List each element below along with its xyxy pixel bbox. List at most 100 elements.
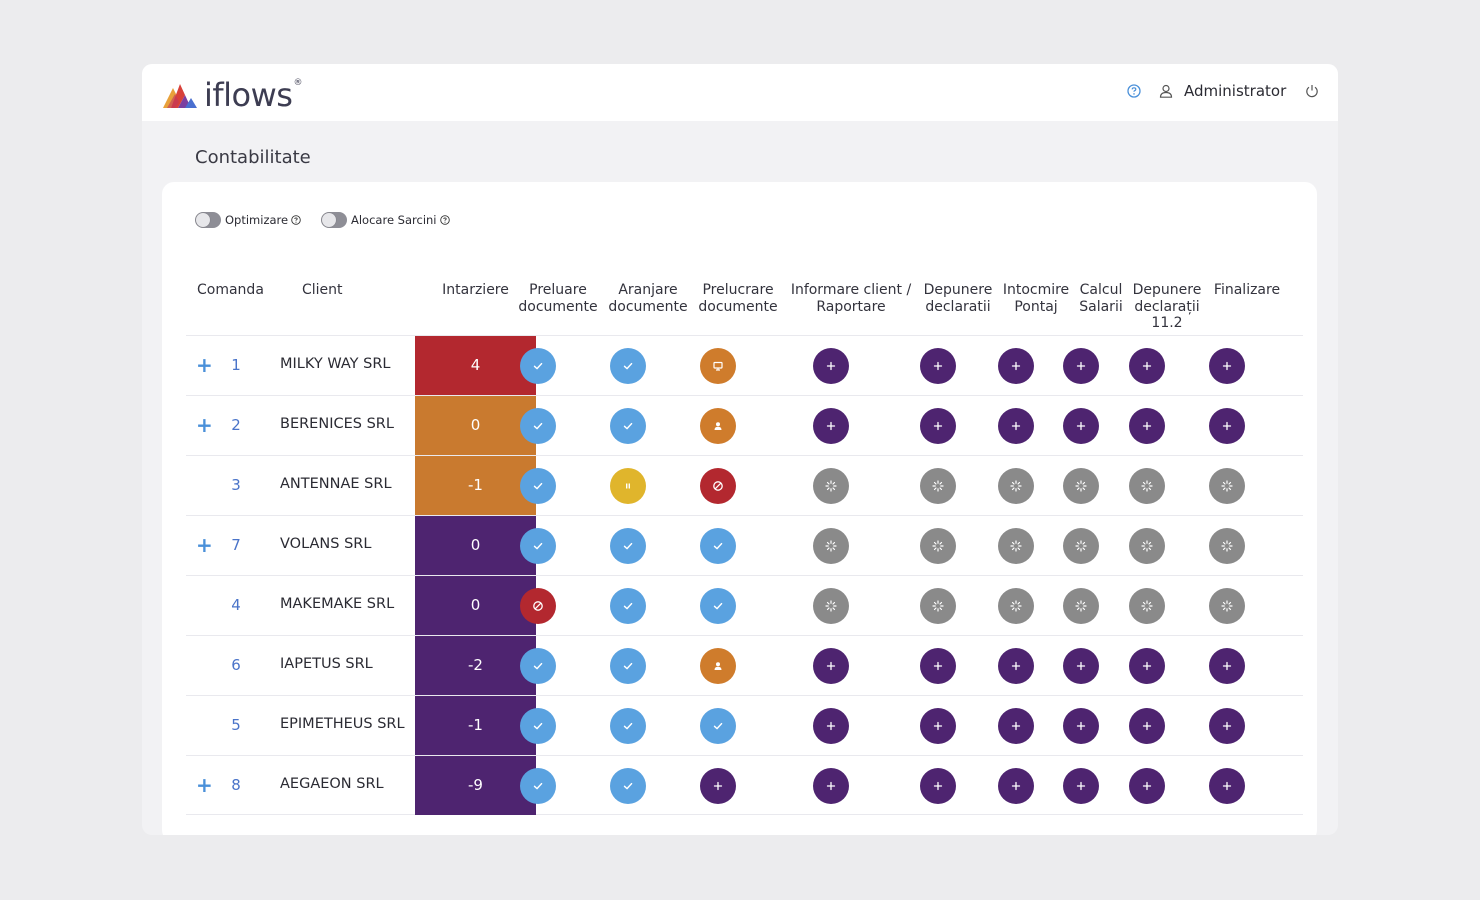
- step-status-spinner-icon[interactable]: [1063, 468, 1099, 504]
- step-status-plus-icon[interactable]: [1209, 768, 1245, 804]
- step-status-plus-icon[interactable]: [920, 648, 956, 684]
- step-status-desktop-icon[interactable]: [700, 348, 736, 384]
- step-status-check-icon[interactable]: [520, 468, 556, 504]
- step-status-check-icon[interactable]: [700, 528, 736, 564]
- step-status-spinner-icon[interactable]: [1129, 468, 1165, 504]
- step-status-plus-icon[interactable]: [1063, 708, 1099, 744]
- optimizare-switch[interactable]: [195, 212, 221, 228]
- step-status-blocked-icon[interactable]: [700, 468, 736, 504]
- step-status-plus-icon[interactable]: [700, 768, 736, 804]
- alocare-sarcini-switch[interactable]: [321, 212, 347, 228]
- step-status-spinner-icon[interactable]: [998, 588, 1034, 624]
- step-status-plus-icon[interactable]: [1129, 648, 1165, 684]
- step-status-check-icon[interactable]: [610, 588, 646, 624]
- order-number[interactable]: 1: [231, 356, 241, 374]
- step-status-plus-icon[interactable]: [1209, 648, 1245, 684]
- step-status-plus-icon[interactable]: [1129, 408, 1165, 444]
- step-status-blocked-icon[interactable]: [520, 588, 556, 624]
- order-number[interactable]: 6: [231, 656, 241, 674]
- step-status-plus-icon[interactable]: [813, 348, 849, 384]
- step-status-plus-icon[interactable]: [813, 648, 849, 684]
- column-header-step[interactable]: Calcul Salarii: [1079, 282, 1123, 315]
- step-status-plus-icon[interactable]: [1209, 708, 1245, 744]
- step-status-plus-icon[interactable]: [1129, 768, 1165, 804]
- step-status-spinner-icon[interactable]: [813, 468, 849, 504]
- step-status-spinner-icon[interactable]: [1129, 528, 1165, 564]
- step-status-plus-icon[interactable]: [1063, 648, 1099, 684]
- step-status-check-icon[interactable]: [520, 528, 556, 564]
- order-number[interactable]: 8: [231, 776, 241, 794]
- step-status-plus-icon[interactable]: [1129, 708, 1165, 744]
- step-status-plus-icon[interactable]: [1063, 408, 1099, 444]
- step-status-check-icon[interactable]: [610, 648, 646, 684]
- step-status-spinner-icon[interactable]: [1209, 468, 1245, 504]
- power-icon[interactable]: [1305, 84, 1319, 98]
- column-header-step[interactable]: Prelucrare documente: [698, 282, 778, 315]
- step-status-check-icon[interactable]: [610, 408, 646, 444]
- step-status-check-icon[interactable]: [520, 708, 556, 744]
- step-status-check-icon[interactable]: [610, 768, 646, 804]
- step-status-plus-icon[interactable]: [1063, 348, 1099, 384]
- column-header-step[interactable]: Finalizare: [1213, 282, 1281, 298]
- step-status-plus-icon[interactable]: [813, 408, 849, 444]
- step-status-spinner-icon[interactable]: [920, 468, 956, 504]
- step-status-plus-icon[interactable]: [998, 648, 1034, 684]
- toggle-alocare-sarcini[interactable]: Alocare Sarcini: [321, 212, 450, 228]
- toggle-optimizare[interactable]: Optimizare: [195, 212, 301, 228]
- step-status-check-icon[interactable]: [520, 768, 556, 804]
- expand-row-button[interactable]: +: [196, 413, 213, 437]
- brand-logo[interactable]: iflows ®: [163, 78, 302, 111]
- expand-row-button[interactable]: +: [196, 353, 213, 377]
- step-status-spinner-icon[interactable]: [1209, 528, 1245, 564]
- step-status-check-icon[interactable]: [610, 348, 646, 384]
- column-header-step[interactable]: Depunere declarații 11.2: [1132, 282, 1202, 331]
- column-header-step[interactable]: Depunere declaratii: [923, 282, 993, 315]
- step-status-spinner-icon[interactable]: [920, 588, 956, 624]
- step-status-check-icon[interactable]: [520, 348, 556, 384]
- table-row[interactable]: +8 AEGAEON SRL -9: [186, 755, 1303, 815]
- step-status-plus-icon[interactable]: [1209, 348, 1245, 384]
- step-status-plus-icon[interactable]: [1129, 348, 1165, 384]
- step-status-spinner-icon[interactable]: [1129, 588, 1165, 624]
- user-name[interactable]: Administrator: [1184, 82, 1287, 100]
- step-status-spinner-icon[interactable]: [813, 588, 849, 624]
- step-status-check-icon[interactable]: [520, 648, 556, 684]
- order-number[interactable]: 3: [231, 476, 241, 494]
- table-row[interactable]: +7 VOLANS SRL 0: [186, 515, 1303, 575]
- table-row[interactable]: 4 MAKEMAKE SRL 0: [186, 575, 1303, 635]
- step-status-check-icon[interactable]: [610, 708, 646, 744]
- step-status-spinner-icon[interactable]: [920, 528, 956, 564]
- step-status-person-icon[interactable]: [700, 648, 736, 684]
- column-header-comanda[interactable]: Comanda: [197, 282, 264, 298]
- step-status-spinner-icon[interactable]: [813, 528, 849, 564]
- user-icon[interactable]: [1159, 84, 1173, 98]
- help-icon[interactable]: [1127, 84, 1141, 98]
- table-row[interactable]: 5 EPIMETHEUS SRL -1: [186, 695, 1303, 755]
- step-status-check-icon[interactable]: [700, 588, 736, 624]
- step-status-spinner-icon[interactable]: [998, 468, 1034, 504]
- order-number[interactable]: 2: [231, 416, 241, 434]
- order-number[interactable]: 5: [231, 716, 241, 734]
- step-status-plus-icon[interactable]: [920, 408, 956, 444]
- column-header-step[interactable]: Intocmire Pontaj: [1002, 282, 1070, 315]
- step-status-pause-icon[interactable]: [610, 468, 646, 504]
- column-header-intarziere[interactable]: Intarziere: [442, 282, 509, 298]
- step-status-plus-icon[interactable]: [1063, 768, 1099, 804]
- step-status-spinner-icon[interactable]: [1209, 588, 1245, 624]
- step-status-plus-icon[interactable]: [813, 768, 849, 804]
- table-row[interactable]: 3 ANTENNAE SRL -1: [186, 455, 1303, 515]
- table-row[interactable]: +2 BERENICES SRL 0: [186, 395, 1303, 455]
- step-status-plus-icon[interactable]: [920, 708, 956, 744]
- step-status-plus-icon[interactable]: [1209, 408, 1245, 444]
- expand-row-button[interactable]: +: [196, 773, 213, 797]
- column-header-step[interactable]: Preluare documente: [518, 282, 598, 315]
- help-icon[interactable]: [439, 215, 450, 225]
- column-header-step[interactable]: Informare client / Raportare: [790, 282, 912, 315]
- table-row[interactable]: 6 IAPETUS SRL -2: [186, 635, 1303, 695]
- step-status-check-icon[interactable]: [700, 708, 736, 744]
- step-status-plus-icon[interactable]: [998, 708, 1034, 744]
- column-header-step[interactable]: Aranjare documente: [608, 282, 688, 315]
- step-status-plus-icon[interactable]: [920, 348, 956, 384]
- step-status-spinner-icon[interactable]: [1063, 588, 1099, 624]
- step-status-plus-icon[interactable]: [998, 768, 1034, 804]
